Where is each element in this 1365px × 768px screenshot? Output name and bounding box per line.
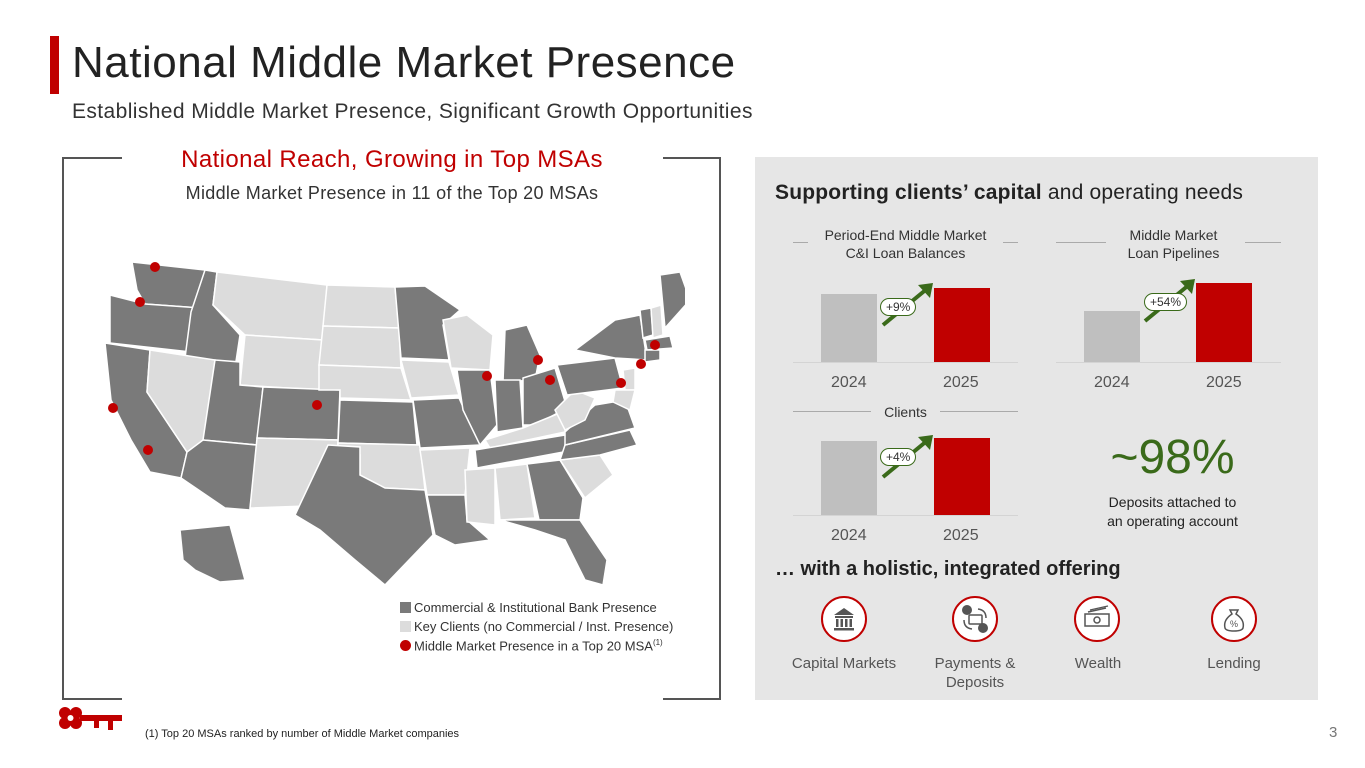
state-sd xyxy=(318,325,402,369)
chart2-baseline xyxy=(1056,362,1281,363)
state-ia xyxy=(400,359,460,399)
chart1-title: Period-End Middle Market C&I Loan Balanc… xyxy=(824,227,987,261)
msa-dot-chicago xyxy=(482,371,492,381)
msa-dot-denver xyxy=(312,400,322,410)
state-ks xyxy=(337,399,418,446)
chart1-title-line-right xyxy=(1003,242,1018,243)
chart3-bar-2024 xyxy=(821,440,877,515)
chart1-label-2024: 2024 xyxy=(831,374,867,391)
msa-dot-portland xyxy=(135,297,145,307)
chart2-bar-2024 xyxy=(1084,310,1140,362)
state-ms xyxy=(464,467,496,526)
offering-payments-deposits: Payments & Deposits xyxy=(934,655,1016,691)
state-ak xyxy=(179,524,246,583)
state-co xyxy=(256,386,341,441)
state-md xyxy=(612,389,636,412)
state-ct xyxy=(644,349,661,363)
frame-bottom-right xyxy=(663,698,721,700)
state-tx xyxy=(294,444,434,587)
msa-dot-detroit xyxy=(533,355,543,365)
page-subtitle: Established Middle Market Presence, Sign… xyxy=(72,100,753,123)
state-al xyxy=(494,463,536,521)
map-heading: National Reach, Growing in Top MSAs xyxy=(181,146,603,173)
legend-item-msa: Middle Market Presence in a Top 20 MSA(1… xyxy=(400,638,663,653)
state-ar xyxy=(419,447,471,496)
money-bag-percent-icon: % xyxy=(1211,596,1257,642)
msa-dot-boston xyxy=(650,340,660,350)
state-ny xyxy=(573,314,648,361)
frame-left xyxy=(62,157,64,700)
chart3-baseline xyxy=(793,515,1018,516)
state-az xyxy=(180,439,258,511)
msa-dot-philadelphia xyxy=(616,378,626,388)
map-subheading: Middle Market Presence in 11 of the Top … xyxy=(185,183,599,203)
bank-building-icon xyxy=(821,596,867,642)
legend-item-key-clients: Key Clients (no Commercial / Inst. Prese… xyxy=(400,619,673,634)
chart1-bar-2025 xyxy=(934,288,990,362)
chart2-title: Middle Market Loan Pipelines xyxy=(1127,227,1220,261)
chart3-title-line-left xyxy=(793,411,871,412)
chart1-baseline xyxy=(793,362,1018,363)
state-pa xyxy=(555,357,624,396)
legend-swatch xyxy=(400,602,411,613)
state-wy xyxy=(239,334,324,391)
svg-text:%: % xyxy=(1230,619,1238,629)
chart3-label-2025: 2025 xyxy=(943,527,979,544)
chart3-bar-2025 xyxy=(934,438,990,515)
state-ne xyxy=(318,364,413,401)
key-logo-icon xyxy=(59,707,122,730)
msa-dot-nyc xyxy=(636,359,646,369)
chart2-label-2024: 2024 xyxy=(1094,374,1130,391)
state-la xyxy=(426,494,492,546)
frame-top-left xyxy=(62,157,122,159)
deposits-percentage: ~98% xyxy=(1110,431,1235,484)
payments-exchange-icon xyxy=(952,596,998,642)
state-fl xyxy=(499,519,608,586)
state-mn xyxy=(394,285,462,361)
chart3-title: Clients xyxy=(884,404,927,420)
legend-swatch xyxy=(400,621,411,632)
state-nh xyxy=(650,304,664,339)
msa-dot-la xyxy=(143,445,153,455)
chart1-bar-2024 xyxy=(821,294,877,362)
holistic-heading: … with a holistic, integrated offering xyxy=(775,558,1121,580)
offering-wealth: Wealth xyxy=(1074,655,1122,672)
chart1-title-line-left xyxy=(793,242,808,243)
legend-dot xyxy=(400,640,411,652)
footnote: (1) Top 20 MSAs ranked by number of Midd… xyxy=(145,728,460,740)
chart1-label-2025: 2025 xyxy=(943,374,979,391)
msa-dot-sf xyxy=(108,403,118,413)
state-mi xyxy=(502,324,541,383)
deposits-description: Deposits attached to an operating accoun… xyxy=(1107,494,1238,529)
frame-bottom-left xyxy=(62,698,122,700)
chart2-title-line-right xyxy=(1245,242,1281,243)
cash-bill-icon xyxy=(1074,596,1120,642)
page-number: 3 xyxy=(1329,724,1338,741)
chart3-title-line-right xyxy=(940,411,1018,412)
state-me xyxy=(659,271,685,330)
chart2-title-line-left xyxy=(1056,242,1106,243)
legend-item-commercial: Commercial & Institutional Bank Presence xyxy=(400,600,657,615)
state-nd xyxy=(322,284,400,329)
state-in xyxy=(494,379,524,433)
msa-dot-seattle xyxy=(150,262,160,272)
state-wi xyxy=(442,314,494,371)
offering-capital-markets: Capital Markets xyxy=(791,655,897,672)
frame-right xyxy=(719,157,721,700)
chart2-change-badge: +54% xyxy=(1144,293,1188,311)
msa-dot-cleveland xyxy=(545,375,555,385)
offering-lending: Lending xyxy=(1207,655,1261,672)
state-nj xyxy=(622,367,636,391)
page-title: National Middle Market Presence xyxy=(72,38,736,87)
frame-top-right xyxy=(663,157,721,159)
us-map xyxy=(104,261,685,587)
chart3-label-2024: 2024 xyxy=(831,527,867,544)
chart2-label-2025: 2025 xyxy=(1206,374,1242,391)
chart2-bar-2025 xyxy=(1196,283,1252,362)
support-heading: Supporting clients’ capital and operatin… xyxy=(775,181,1244,204)
chart1-change-badge: +9% xyxy=(880,298,917,316)
title-accent-bar xyxy=(50,36,59,94)
chart3-change-badge: +4% xyxy=(880,448,917,466)
state-il xyxy=(456,369,498,447)
